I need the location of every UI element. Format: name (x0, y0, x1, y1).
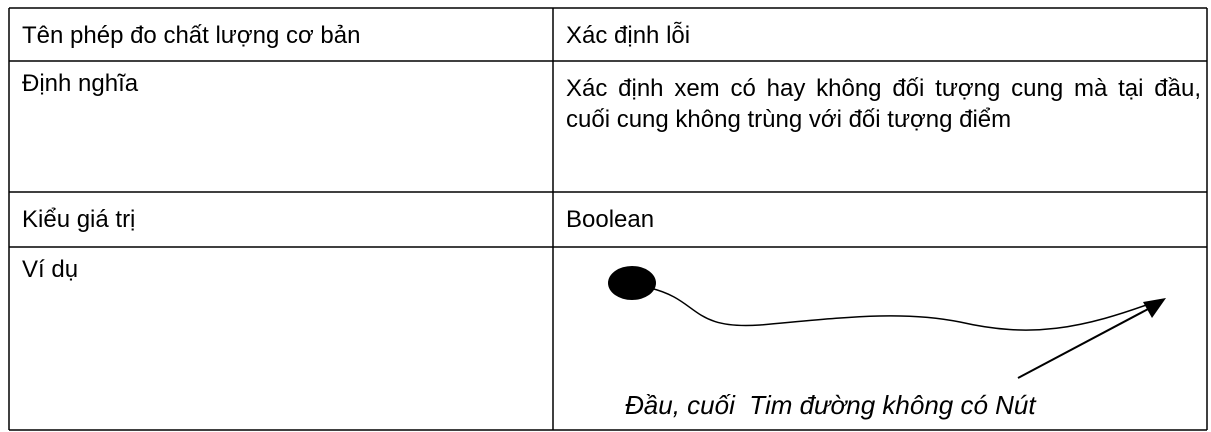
cell-label: Tên phép đo chất lượng cơ bản (22, 22, 361, 49)
cell-label: Ví dụ (22, 256, 79, 283)
arc-curve (649, 287, 1161, 331)
cell-label: Định nghĩa (22, 70, 139, 97)
cell-value: Boolean (566, 206, 655, 233)
grid-lines (8, 7, 1208, 431)
diagram-caption: Đầu, cuối Tim đường không có Nút (625, 390, 1036, 420)
arrow-head (1143, 298, 1166, 318)
cell-label: Kiểu giá trị (22, 206, 136, 233)
pointer-line (1017, 307, 1151, 379)
node-dot (608, 266, 656, 300)
cell-value: Xác định lỗi (566, 22, 691, 49)
cell-value: Xác định xem có hay không đối tượng cung… (566, 75, 1201, 133)
example-diagram (608, 266, 1166, 379)
